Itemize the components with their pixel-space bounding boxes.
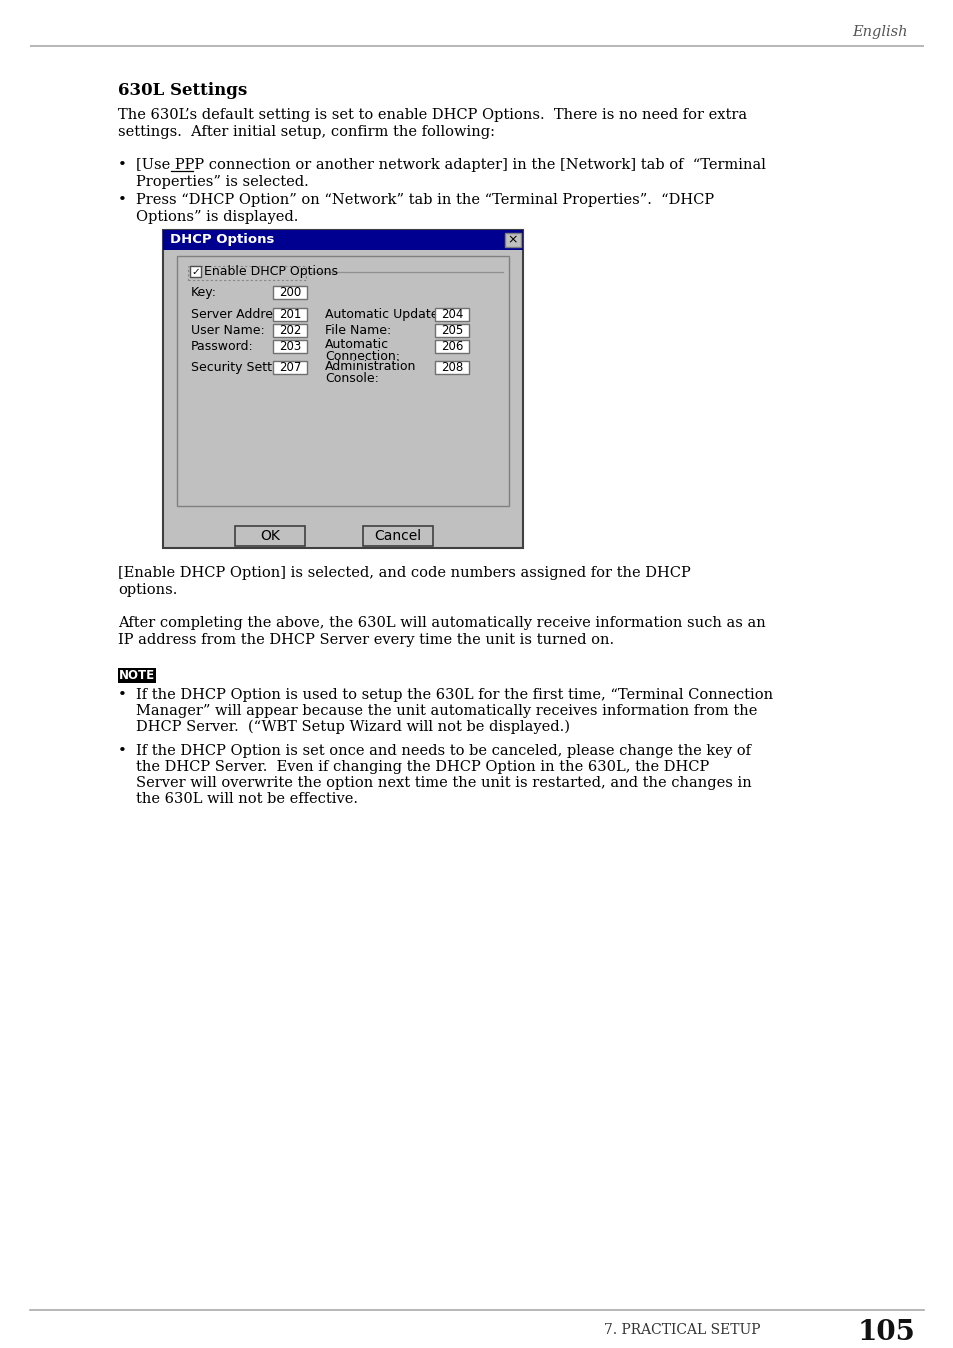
Text: ×: × bbox=[507, 233, 517, 247]
Bar bbox=[234, 526, 305, 546]
Text: Press “DHCP Option” on “Network” tab in the “Terminal Properties”.  “DHCP: Press “DHCP Option” on “Network” tab in … bbox=[136, 193, 714, 208]
Text: If the DHCP Option is set once and needs to be canceled, please change the key o: If the DHCP Option is set once and needs… bbox=[136, 744, 750, 758]
Bar bbox=[177, 256, 509, 506]
Text: Key:: Key: bbox=[191, 286, 216, 299]
Text: 201: 201 bbox=[278, 307, 301, 321]
Text: DHCP Server.  (“WBT Setup Wizard will not be displayed.): DHCP Server. (“WBT Setup Wizard will not… bbox=[136, 720, 569, 735]
Text: English: English bbox=[852, 26, 907, 39]
Text: User Name:: User Name: bbox=[191, 324, 265, 337]
Text: [Enable DHCP Option] is selected, and code numbers assigned for the DHCP: [Enable DHCP Option] is selected, and co… bbox=[118, 566, 690, 580]
Bar bbox=[273, 286, 307, 299]
Text: Password:: Password: bbox=[191, 340, 253, 353]
Text: Security Setting:: Security Setting: bbox=[191, 361, 295, 373]
Text: Automatic: Automatic bbox=[325, 338, 389, 352]
Text: If the DHCP Option is used to setup the 630L for the first time, “Terminal Conne: If the DHCP Option is used to setup the … bbox=[136, 687, 772, 702]
Text: 208: 208 bbox=[440, 361, 462, 373]
Text: 205: 205 bbox=[440, 324, 462, 337]
Text: 7. PRACTICAL SETUP: 7. PRACTICAL SETUP bbox=[603, 1322, 760, 1337]
Text: the 630L will not be effective.: the 630L will not be effective. bbox=[136, 793, 357, 806]
Bar bbox=[163, 231, 522, 549]
Text: NOTE: NOTE bbox=[119, 669, 155, 682]
Text: •: • bbox=[118, 687, 127, 702]
Bar bbox=[273, 324, 307, 337]
Text: Server will overwrite the option next time the unit is restarted, and the change: Server will overwrite the option next ti… bbox=[136, 776, 751, 790]
Text: Server Address:: Server Address: bbox=[191, 307, 290, 321]
Text: DHCP Options: DHCP Options bbox=[170, 233, 274, 247]
Bar bbox=[435, 361, 469, 373]
Text: Automatic Update:: Automatic Update: bbox=[325, 307, 442, 321]
Text: Administration: Administration bbox=[325, 360, 416, 372]
Text: 206: 206 bbox=[440, 340, 463, 353]
Bar bbox=[163, 231, 522, 249]
Text: settings.  After initial setup, confirm the following:: settings. After initial setup, confirm t… bbox=[118, 125, 495, 139]
Bar bbox=[273, 361, 307, 373]
Text: •: • bbox=[118, 744, 127, 758]
Text: Connection:: Connection: bbox=[325, 350, 399, 364]
Bar bbox=[435, 340, 469, 353]
Text: 105: 105 bbox=[857, 1318, 915, 1345]
Text: Cancel: Cancel bbox=[374, 528, 421, 543]
Text: Manager” will appear because the unit automatically receives information from th: Manager” will appear because the unit au… bbox=[136, 704, 757, 718]
Text: •: • bbox=[118, 158, 127, 173]
Text: 202: 202 bbox=[278, 324, 301, 337]
Text: 203: 203 bbox=[278, 340, 301, 353]
Text: Console:: Console: bbox=[325, 372, 378, 384]
Bar bbox=[435, 324, 469, 337]
Text: Options” is displayed.: Options” is displayed. bbox=[136, 210, 298, 224]
Text: IP address from the DHCP Server every time the unit is turned on.: IP address from the DHCP Server every ti… bbox=[118, 634, 614, 647]
Text: 207: 207 bbox=[278, 361, 301, 373]
Text: ✓: ✓ bbox=[191, 267, 200, 276]
Text: the DHCP Server.  Even if changing the DHCP Option in the 630L, the DHCP: the DHCP Server. Even if changing the DH… bbox=[136, 760, 708, 774]
Text: After completing the above, the 630L will automatically receive information such: After completing the above, the 630L wil… bbox=[118, 616, 765, 630]
Bar bbox=[190, 266, 201, 276]
Text: [Use PPP connection or another network adapter] in the [Network] tab of  “Termin: [Use PPP connection or another network a… bbox=[136, 158, 765, 173]
Text: File Name:: File Name: bbox=[325, 324, 391, 337]
Bar bbox=[435, 307, 469, 321]
Text: 630L Settings: 630L Settings bbox=[118, 82, 247, 98]
Bar bbox=[504, 233, 520, 247]
Text: Enable DHCP Options: Enable DHCP Options bbox=[204, 266, 337, 278]
Text: OK: OK bbox=[260, 528, 279, 543]
Text: 200: 200 bbox=[278, 286, 301, 299]
Bar bbox=[273, 340, 307, 353]
Text: The 630L’s default setting is set to enable DHCP Options.  There is no need for : The 630L’s default setting is set to ena… bbox=[118, 108, 746, 123]
Text: options.: options. bbox=[118, 582, 177, 597]
Bar bbox=[363, 526, 433, 546]
Text: •: • bbox=[118, 193, 127, 208]
Bar bbox=[188, 266, 306, 280]
Bar bbox=[118, 669, 156, 683]
Bar bbox=[273, 307, 307, 321]
Text: 204: 204 bbox=[440, 307, 463, 321]
Text: Properties” is selected.: Properties” is selected. bbox=[136, 175, 309, 189]
